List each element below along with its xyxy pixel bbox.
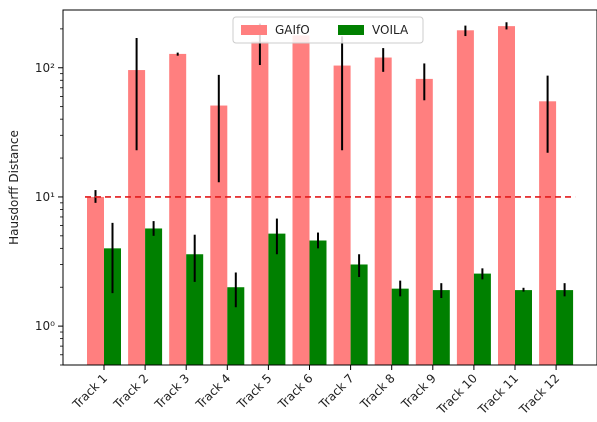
gaifo-bar-9 <box>415 78 433 366</box>
voila-bar-2 <box>145 228 163 365</box>
legend-swatch-voila <box>338 25 364 35</box>
y-axis-label: Hausdorff Distance <box>7 130 21 245</box>
x-tick-label: Track 3 <box>151 371 192 412</box>
gaifo-bar-5 <box>251 41 269 366</box>
x-tick-label: Track 5 <box>234 371 275 412</box>
x-tick-label: Track 1 <box>69 371 110 412</box>
voila-bar-4 <box>227 287 245 365</box>
gaifo-bar-4 <box>210 105 228 365</box>
gaifo-bar-11 <box>498 26 515 365</box>
voila-bar-5 <box>268 233 286 365</box>
x-tick-label: Track 12 <box>516 371 562 417</box>
voila-bar-1 <box>104 248 121 365</box>
voila-bar-8 <box>391 288 409 365</box>
gaifo-bar-7 <box>333 65 351 365</box>
legend-label-voila: VOILA <box>372 23 409 37</box>
y-tick-label: 10² <box>35 61 55 75</box>
x-tick-label: Track 10 <box>434 371 480 417</box>
x-tick-label: Track 9 <box>398 371 439 412</box>
x-tick-label: Track 4 <box>193 371 234 412</box>
x-tick-label: Track 11 <box>475 371 521 417</box>
voila-bar-3 <box>186 254 204 365</box>
x-tick-label: Track 7 <box>316 371 357 412</box>
voila-bar-12 <box>556 290 574 365</box>
y-tick-label: 10¹ <box>35 190 55 204</box>
x-tick-label: Track 6 <box>275 371 316 412</box>
x-tick-label: Track 2 <box>110 371 151 412</box>
voila-bar-11 <box>515 290 532 365</box>
gaifo-bar-3 <box>169 53 187 365</box>
x-tick-label: Track 8 <box>357 371 398 412</box>
voila-bar-9 <box>432 290 450 365</box>
gaifo-bar-12 <box>539 101 557 365</box>
voila-bar-10 <box>473 273 491 365</box>
voila-bar-7 <box>350 264 368 365</box>
gaifo-bar-2 <box>128 70 146 365</box>
gaifo-bar-8 <box>374 57 392 365</box>
y-axis: 10⁰ 10¹ 10² <box>35 28 63 366</box>
legend: GAIfO VOILA <box>232 16 424 44</box>
x-axis: Track 1 Track 2 Track 3 Track 4 Track 5 Track… <box>69 365 562 418</box>
legend-label-gaifo: GAIfO <box>275 23 310 37</box>
gaifo-bar-6 <box>292 35 310 365</box>
y-tick-label: 10⁰ <box>35 319 55 333</box>
plot-area <box>87 22 574 366</box>
plot-frame <box>62 9 597 366</box>
gaifo-bar-1 <box>87 196 104 365</box>
legend-swatch-gaifo <box>241 25 267 35</box>
voila-bar-6 <box>309 240 327 365</box>
legend-box <box>232 16 424 44</box>
